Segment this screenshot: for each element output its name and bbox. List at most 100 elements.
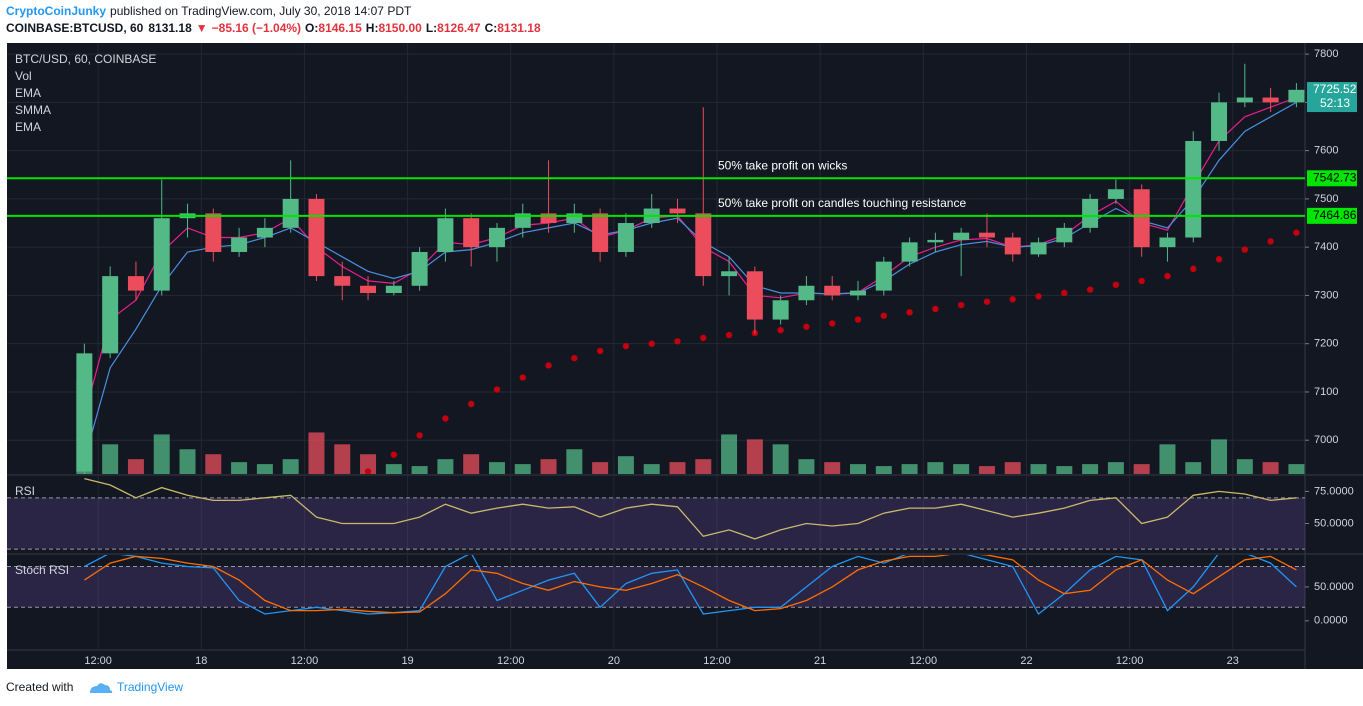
chart-bg — [7, 43, 1363, 669]
pane-title: RSI — [15, 484, 35, 498]
volume-bar — [1004, 462, 1021, 474]
series-line — [84, 555, 1297, 615]
candle-body — [875, 261, 892, 291]
quote-label: C: — [485, 21, 498, 35]
last: 8131.18 — [148, 21, 192, 35]
candle-body — [540, 213, 557, 224]
smma-dot — [416, 432, 423, 439]
candle-body — [953, 232, 970, 240]
volume-bar — [1133, 464, 1150, 474]
volume-bar — [360, 454, 377, 474]
volume-bar — [978, 466, 995, 474]
candle-body — [514, 213, 531, 228]
volume-bar — [1288, 464, 1305, 474]
candle-body — [127, 276, 144, 291]
candle-body — [978, 232, 995, 238]
volume-bar — [669, 462, 686, 474]
y-tick-label: 7800 — [1314, 48, 1338, 60]
volume-bar — [617, 456, 634, 474]
candle-body — [1133, 189, 1150, 248]
candle-body — [592, 213, 609, 252]
level-note: 50% take profit on wicks — [718, 158, 847, 172]
smma-dot — [906, 309, 913, 316]
volume-bar — [1056, 466, 1073, 474]
smma-dot — [829, 320, 836, 327]
volume-bar — [695, 459, 712, 474]
y-tick-label: 75.0000 — [1314, 485, 1354, 497]
smma-dot — [519, 374, 526, 381]
volume-bar — [592, 462, 609, 474]
smma-dot — [803, 323, 810, 330]
quote-value: 8131.18 — [497, 21, 541, 35]
legend-title: BTC/USD, 60, COINBASE — [15, 52, 156, 66]
candle-body — [76, 353, 93, 472]
quote-line: COINBASE:BTCUSD, 60 8131.18 ▼ −85.16 (−1.04… — [6, 21, 541, 35]
smma-dot — [571, 354, 578, 362]
smma-dot — [364, 468, 372, 474]
volume-bar — [772, 444, 789, 474]
smma-dot — [700, 334, 707, 342]
volume-bar — [1185, 462, 1202, 474]
volume-bar — [179, 449, 196, 474]
level-label: 7464.86 — [1313, 208, 1357, 222]
volume-bar — [334, 444, 351, 474]
footer-brand[interactable]: TradingView — [117, 680, 183, 694]
y-tick-label: 50.0000 — [1314, 581, 1354, 593]
smma-dot — [1293, 229, 1300, 236]
quote-label: L: — [426, 21, 437, 35]
x-tick-label: 12:00 — [910, 655, 938, 667]
smma-dot — [932, 305, 939, 313]
smma-dot — [1190, 265, 1197, 273]
y-tick-label: 50.0000 — [1314, 517, 1354, 529]
volume-bar — [566, 449, 583, 474]
volume-bar — [1082, 464, 1099, 474]
volume-bar — [205, 454, 222, 474]
arrow: ▼ — [196, 21, 208, 35]
quote-label: H: — [366, 21, 379, 35]
candle-body — [411, 251, 428, 286]
smma-dot — [1112, 281, 1120, 289]
candle-body — [231, 237, 248, 252]
author[interactable]: CryptoCoinJunky — [6, 4, 106, 18]
last-price: 7725.52 — [1313, 82, 1357, 96]
candle-body — [1288, 89, 1305, 103]
smma-dot — [545, 362, 552, 369]
candle-body — [695, 213, 712, 277]
x-tick-label: 18 — [195, 655, 207, 667]
candle-body — [282, 198, 299, 228]
footer-created: Created with — [6, 680, 73, 694]
candle-body — [850, 290, 867, 296]
volume-bar — [798, 459, 815, 474]
candle-body — [798, 285, 815, 301]
byline: published on TradingView.com, July 30, 2… — [110, 4, 412, 18]
candle-body — [1159, 237, 1176, 248]
volume-bar — [256, 464, 273, 474]
y-tick-label: 7500 — [1314, 193, 1338, 205]
quote-value: 8150.00 — [378, 21, 422, 35]
volume-bar — [1236, 459, 1253, 474]
legend-item: Vol — [15, 69, 32, 83]
volume-bar — [1159, 444, 1176, 474]
countdown: 52:13 — [1320, 96, 1350, 110]
x-tick-label: 22 — [1020, 655, 1032, 667]
volume-bar — [1107, 462, 1124, 474]
candle-body — [1236, 97, 1253, 103]
smma-dot — [983, 298, 991, 305]
volume-bar — [488, 462, 505, 474]
smma-dot — [854, 316, 862, 323]
candle-body — [1211, 102, 1228, 141]
x-tick-label: 12:00 — [291, 655, 319, 667]
smma-dot — [390, 451, 398, 458]
smma-dot — [777, 326, 784, 334]
smma-dot — [1215, 256, 1223, 263]
legend-item: EMA — [15, 86, 41, 100]
candle-body — [721, 271, 738, 277]
volume-bar — [1262, 462, 1279, 474]
candle-body — [566, 213, 583, 224]
volume-bar — [411, 466, 428, 474]
volume-bar — [282, 459, 299, 474]
quote-value: 8146.15 — [318, 21, 362, 35]
candle-body — [1004, 237, 1021, 255]
change: −85.16 (−1.04%) — [212, 21, 301, 35]
volume-bar — [901, 464, 918, 474]
